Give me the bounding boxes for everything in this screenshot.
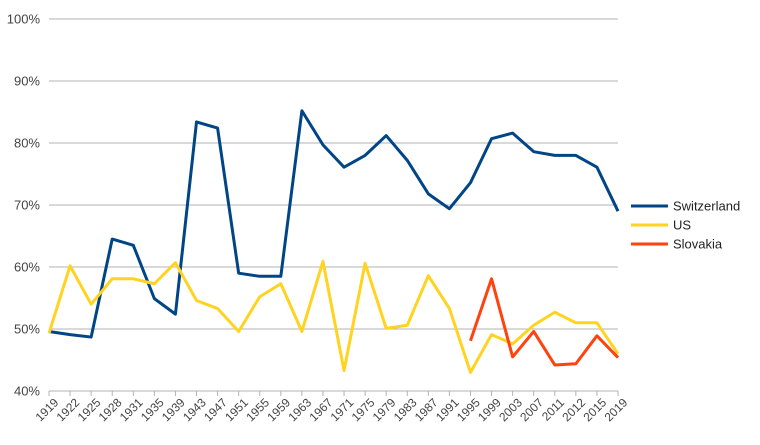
series-lines <box>47 109 620 374</box>
y-tick-label: 40% <box>14 384 40 399</box>
y-tick-label: 80% <box>14 136 40 151</box>
series-line-us <box>47 259 620 374</box>
y-tick-label: 60% <box>14 260 40 275</box>
legend-label-slovakia: Slovakia <box>673 237 723 252</box>
y-axis-tick-labels: 40% 50% 60% 70% 80% 90% 100% <box>7 12 41 399</box>
series-line-slovakia <box>469 277 620 367</box>
gridlines <box>48 18 619 396</box>
legend-label-switzerland: Switzerland <box>673 199 740 214</box>
legend: Switzerland US Slovakia <box>631 199 740 252</box>
x-tick-label: 2019 <box>602 395 631 424</box>
y-tick-label: 70% <box>14 198 40 213</box>
x-axis-tick-labels: 1919192219251928193119351939194319471951… <box>33 395 631 424</box>
y-tick-label: 90% <box>14 74 40 89</box>
legend-label-us: US <box>673 218 691 233</box>
series-line-switzerland <box>48 109 620 339</box>
y-tick-label: 100% <box>7 12 41 27</box>
y-tick-label: 50% <box>14 322 40 337</box>
